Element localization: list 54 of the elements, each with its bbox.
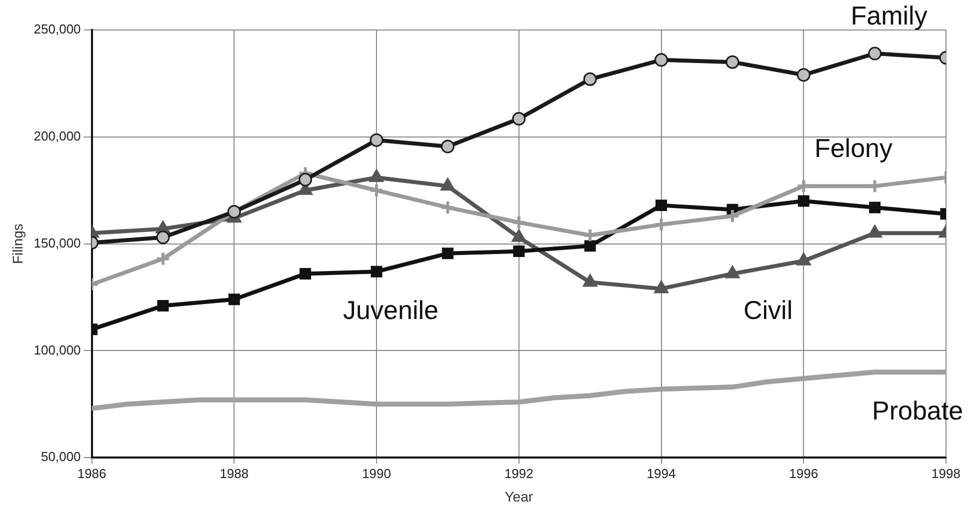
point	[511, 214, 526, 230]
series-label: Family	[850, 0, 928, 31]
x-tick-label: 1992	[504, 466, 534, 481]
point	[654, 281, 668, 294]
x-tick-label: 1994	[646, 466, 676, 481]
point	[726, 55, 740, 69]
point	[724, 208, 740, 224]
point	[512, 230, 526, 242]
point	[796, 68, 810, 82]
x-tick-label: 1996	[789, 466, 818, 481]
y-tick-label: 150,000	[34, 235, 81, 250]
point	[582, 228, 598, 243]
y-tick-label: 100,000	[34, 342, 81, 358]
x-tick-label: 1990	[362, 466, 391, 481]
x-tick-label: 1986	[77, 466, 106, 481]
point	[300, 268, 312, 280]
point	[440, 140, 454, 154]
point	[798, 195, 810, 207]
series-label: Civil	[743, 294, 793, 325]
x-tick-label: 1998	[932, 466, 960, 481]
point	[442, 248, 454, 260]
point	[155, 251, 170, 266]
y-axis-title: Filings	[9, 224, 26, 264]
point	[654, 53, 668, 67]
y-tick-label: 200,000	[34, 128, 81, 144]
point	[868, 226, 882, 238]
point	[157, 300, 169, 312]
point	[370, 133, 384, 147]
point	[726, 266, 740, 278]
point	[513, 246, 525, 258]
point	[369, 182, 384, 198]
y-tick-label: 50,000	[41, 449, 81, 464]
point	[583, 274, 597, 287]
point	[584, 240, 596, 252]
series-label: Probate	[872, 395, 964, 426]
point	[440, 200, 456, 215]
point	[370, 266, 382, 278]
point	[441, 178, 454, 191]
point	[654, 217, 669, 232]
point	[869, 202, 881, 214]
series-label: Felony	[814, 133, 892, 164]
point	[583, 72, 597, 86]
x-tick-label: 1988	[220, 466, 249, 481]
point	[796, 253, 810, 266]
x-axis-title: Year	[504, 488, 534, 504]
point	[512, 112, 526, 126]
point	[370, 170, 384, 182]
point	[656, 200, 668, 212]
y-tick-label: 250,000	[34, 22, 81, 37]
point	[228, 294, 240, 306]
point	[868, 46, 882, 60]
point	[298, 172, 312, 186]
series-label: Juvenile	[343, 294, 438, 325]
point	[156, 230, 170, 244]
